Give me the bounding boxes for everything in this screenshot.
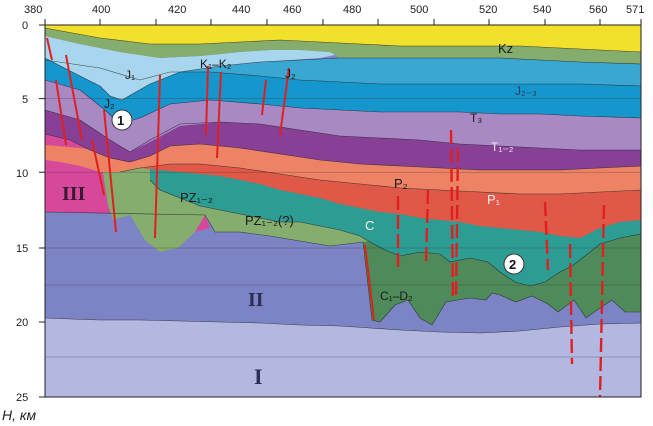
- label-zone-ii: II: [248, 289, 264, 311]
- fault-line: [449, 129, 455, 301]
- layer-k1-k2: [45, 28, 641, 64]
- x-tick-label: 540: [533, 4, 551, 16]
- marker-2: 2: [503, 253, 525, 275]
- layer-p1: [120, 158, 641, 238]
- y-tick-label: 25: [16, 392, 28, 404]
- y-tick-label: 10: [16, 168, 28, 180]
- y-axis-label: H, км: [2, 407, 37, 423]
- fault-line: [205, 65, 209, 136]
- label-c: C: [365, 218, 374, 233]
- layer-t3: [45, 80, 641, 152]
- fault-line: [103, 109, 117, 233]
- label-kz: Kz: [498, 41, 513, 56]
- dashed-fault-lines: [396, 129, 606, 397]
- label-j2-3: J₂₋₃: [515, 84, 537, 98]
- plot-frame: [44, 24, 642, 398]
- fault-line: [424, 189, 430, 263]
- y-tick-label: 20: [16, 317, 28, 329]
- x-tick-label: 560: [589, 4, 607, 16]
- label-k1-k2: K₁–K₂: [200, 57, 232, 71]
- layer-j1: [45, 36, 340, 100]
- layer-p2: [45, 144, 641, 194]
- marker-1-label: 1: [117, 113, 124, 128]
- fault-line: [216, 71, 222, 159]
- x-tick-label: 380: [24, 4, 42, 16]
- fault-line: [598, 204, 606, 397]
- marker-1: 1: [111, 109, 133, 131]
- x-tick-label: 440: [232, 4, 250, 16]
- label-pz1-2: PZ₁₋₂: [180, 190, 213, 205]
- x-tick-label: 480: [343, 4, 361, 16]
- label-j2-left: J₂: [104, 97, 115, 111]
- fault-line: [454, 147, 460, 296]
- x-tick-label: 420: [168, 4, 186, 16]
- fault-lines: [46, 37, 375, 321]
- label-t1-2: T₁₋₂: [491, 140, 514, 154]
- fault-line: [279, 67, 290, 136]
- x-tick-label: 400: [92, 4, 110, 16]
- label-t3: T₃: [470, 111, 482, 125]
- fault-line: [55, 79, 67, 146]
- x-axis-top: 380 400 420 440 460 480 500 520 540 560 …: [24, 4, 644, 25]
- label-j1: J₁: [125, 68, 135, 82]
- label-c3-d2: C₁–D₂: [380, 289, 413, 303]
- fault-line: [543, 201, 550, 271]
- x-tick-label: 500: [410, 4, 428, 16]
- x-tick-label: 571: [626, 4, 644, 16]
- y-tick-label: 0: [22, 20, 28, 32]
- label-zone-i: I: [254, 364, 263, 389]
- layer-j2-3: [45, 60, 641, 124]
- x-tick-label: 460: [283, 4, 301, 16]
- fault-line: [568, 243, 574, 365]
- label-p1: P₁: [487, 192, 501, 207]
- fault-line: [46, 37, 53, 61]
- fault-line: [261, 79, 267, 116]
- y-tick-label: 15: [16, 243, 28, 255]
- layer-kz: [45, 25, 641, 52]
- fault-line: [91, 139, 105, 196]
- label-pz1-2-uncertain: PZ₁₋₂(?): [245, 213, 294, 228]
- label-zone-iii: III: [62, 183, 86, 205]
- layer-j2: [45, 58, 641, 100]
- fault-line: [364, 244, 375, 321]
- marker-2-label: 2: [509, 257, 516, 272]
- y-axis-left: 0 5 10 15 20 25: [16, 20, 45, 404]
- x-tick-label: 520: [479, 4, 497, 16]
- layer-t1-2: [45, 110, 641, 170]
- label-j2-mid: J₂: [285, 67, 296, 81]
- fault-line: [65, 54, 83, 141]
- fault-line: [154, 74, 161, 239]
- label-p2: P₂: [394, 176, 408, 191]
- y-tick-label: 5: [22, 94, 28, 106]
